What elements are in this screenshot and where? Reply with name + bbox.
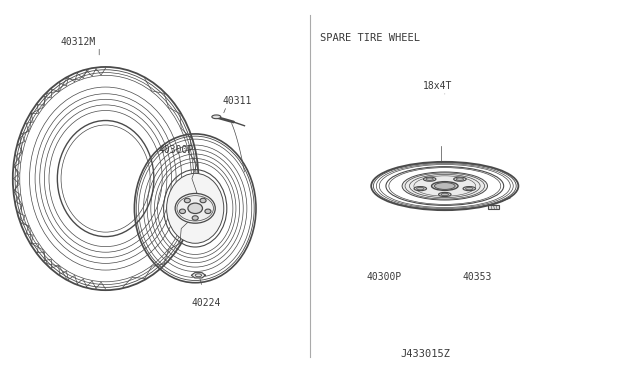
Ellipse shape: [456, 178, 463, 180]
Text: J433015Z: J433015Z: [400, 349, 450, 359]
Ellipse shape: [417, 187, 424, 190]
Text: 40353: 40353: [462, 272, 492, 282]
Text: SPARE TIRE WHEEL: SPARE TIRE WHEEL: [320, 33, 420, 43]
Ellipse shape: [441, 193, 449, 196]
Ellipse shape: [414, 187, 426, 191]
Ellipse shape: [192, 216, 198, 220]
Ellipse shape: [424, 177, 436, 181]
Ellipse shape: [463, 187, 476, 191]
Ellipse shape: [454, 177, 466, 181]
Text: 40300P: 40300P: [159, 144, 194, 154]
Text: 40224: 40224: [192, 298, 221, 308]
Ellipse shape: [188, 203, 202, 214]
Ellipse shape: [466, 187, 473, 190]
Ellipse shape: [166, 173, 224, 243]
Ellipse shape: [179, 209, 186, 214]
Text: 40312M: 40312M: [61, 36, 96, 46]
Ellipse shape: [438, 192, 451, 196]
FancyBboxPatch shape: [488, 205, 499, 209]
Ellipse shape: [212, 115, 221, 119]
Text: 18x4T: 18x4T: [422, 81, 452, 91]
Ellipse shape: [184, 198, 190, 203]
Text: 40300P: 40300P: [366, 272, 401, 282]
Text: 40311: 40311: [222, 96, 252, 106]
Ellipse shape: [435, 183, 455, 189]
Ellipse shape: [200, 198, 206, 203]
Ellipse shape: [175, 193, 215, 223]
Ellipse shape: [431, 182, 458, 190]
Ellipse shape: [402, 172, 488, 200]
Polygon shape: [191, 273, 205, 278]
Ellipse shape: [426, 178, 433, 180]
Ellipse shape: [205, 209, 211, 214]
